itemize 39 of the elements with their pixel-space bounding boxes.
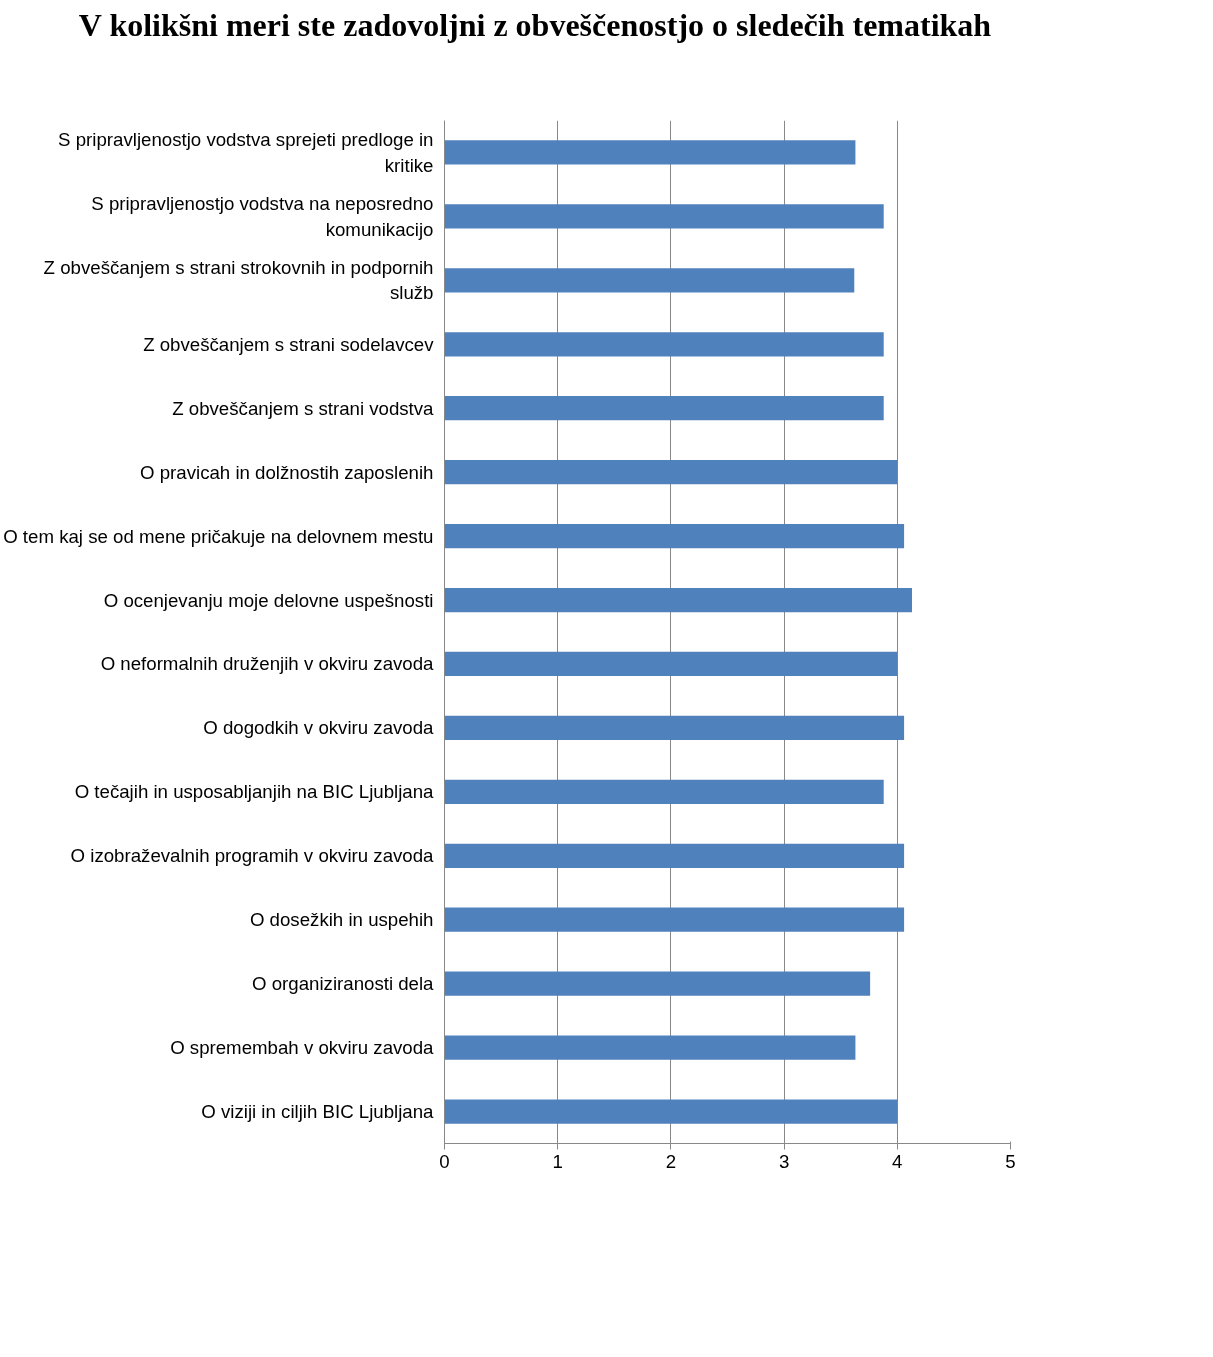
y-tick-label: Z obveščanjem s strani strokovnih in podpornih služb (43, 257, 434, 304)
chart-title: V kolikšni meri ste zadovoljni z obveščenostjo o sledečih tematikah (78, 6, 992, 45)
bar (444, 204, 884, 229)
bar (444, 971, 871, 996)
y-tick-label: O spremembah v okviru zavoda (170, 1037, 435, 1059)
y-tick-label: O dosežkih in uspehih (249, 909, 434, 931)
bar (444, 715, 905, 741)
y-tick-label: O tem kaj se od mene pričakuje na delovnem mestu (3, 525, 434, 547)
x-tick-label: 2 (665, 1150, 677, 1172)
y-tick-label: O dogodkih v okviru zavoda (203, 717, 435, 739)
bar (444, 779, 884, 804)
bar (444, 523, 905, 549)
y-tick-label: Z obveščanjem s strani vodstva (172, 397, 435, 419)
bar (444, 460, 898, 485)
bar (444, 907, 905, 932)
bar (444, 651, 898, 677)
y-tick-label: O viziji in ciljih BIC Ljubljana (201, 1101, 435, 1123)
y-tick-label: S pripravljenostjo vodstva na neposredno komunikacijo (91, 193, 434, 240)
bar (444, 396, 884, 421)
x-tick-label: 0 (439, 1150, 450, 1172)
y-tick-label: O organiziranosti dela (252, 973, 435, 995)
y-tick-label: O ocenjevanju moje delovne uspešnosti (103, 589, 434, 611)
bar (444, 268, 855, 293)
y-tick-label: S pripravljenostjo vodstva sprejeti predloge in kritike (58, 129, 434, 176)
bar (444, 587, 913, 613)
bar (444, 332, 884, 357)
y-tick-label: O tečajih in usposabljanjih na BIC Ljubljana (74, 781, 435, 803)
y-tick-label: O neformalnih druženjih v okviru zavoda (100, 653, 435, 675)
x-tick-label: 5 (1005, 1150, 1016, 1172)
bar (444, 140, 856, 165)
x-tick-label: 1 (552, 1150, 563, 1172)
x-tick-label: 4 (892, 1150, 903, 1172)
y-tick-label: O pravicah in dolžnostih zaposlenih (140, 461, 434, 483)
bar (444, 843, 905, 868)
bar (444, 1035, 856, 1060)
y-tick-label: Z obveščanjem s strani sodelavcev (143, 333, 435, 355)
y-tick-label: O izobraževalnih programih v okviru zavoda (70, 845, 435, 867)
x-tick-label: 3 (778, 1150, 790, 1172)
bar (444, 1099, 898, 1124)
